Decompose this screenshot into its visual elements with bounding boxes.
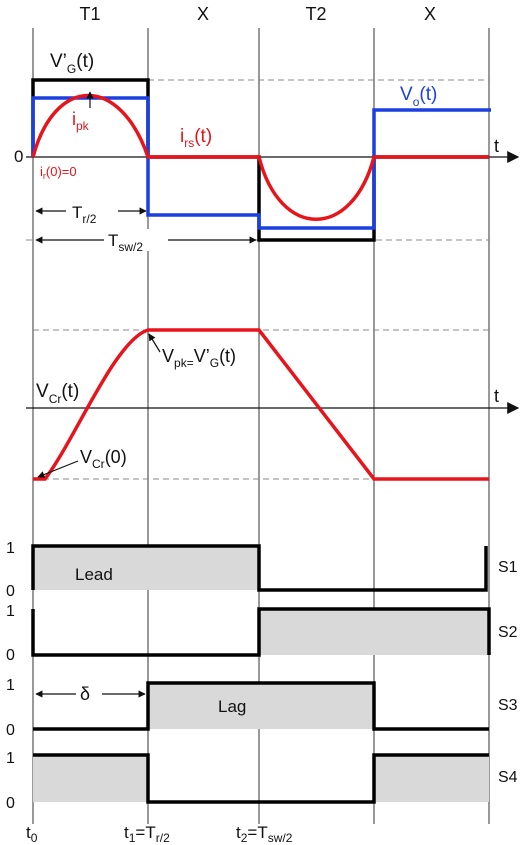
- interval-label: T2: [305, 4, 326, 24]
- peak-voltage-label: Vpk=V’G(t): [162, 346, 236, 370]
- initial-capacitor-voltage-pointer: [37, 460, 79, 478]
- switch-s4-panel: 1 0 S4: [6, 750, 518, 812]
- switch-s1-panel: 1 0 S1 Lead: [6, 540, 518, 600]
- initial-current-label: ir(0)=0: [40, 164, 77, 181]
- switch-s4-low-level: 0: [6, 795, 15, 812]
- switch-s1-label: S1: [498, 559, 518, 576]
- switch-s2-high-region: [259, 609, 489, 655]
- switch-s3-waveform: [33, 681, 489, 731]
- switch-s3-high-level: 1: [6, 677, 15, 694]
- peak-current-label: ipk: [72, 109, 90, 133]
- middle-panel: t VCr(t) Vpk=V’G(t) VCr(0): [26, 328, 520, 481]
- top-panel: t 0 V’G(t) Vo(t) ipk irs(t) ir(0)=0 Tr/2…: [14, 51, 520, 254]
- resonant-current-label: irs(t): [180, 126, 212, 150]
- switching-half-period-label: Tsw/2: [108, 231, 143, 254]
- switch-s2-high-level: 1: [6, 603, 15, 620]
- switch-s3-phase-label: Lag: [218, 697, 246, 716]
- switching-half-period-label-bg: [104, 229, 168, 251]
- time-label-t1: t1=Tr/2: [124, 823, 170, 845]
- resonant-half-period-label-bg: [66, 200, 118, 222]
- switch-s4-label: S4: [498, 769, 518, 786]
- switch-s3-panel: 1 0 S3 Lag δ: [6, 677, 518, 739]
- top-axis-t-label: t: [494, 136, 499, 156]
- switch-s1-high-region: [33, 546, 259, 590]
- switch-s2-panel: 1 0 S2: [6, 603, 518, 664]
- switch-s1-phase-label: Lead: [75, 565, 113, 584]
- interval-label: X: [424, 4, 436, 24]
- phase-shift-label-bg: [76, 682, 102, 704]
- middle-axis-t-label: t: [494, 386, 499, 406]
- resonant-half-period-label: Tr/2: [72, 203, 97, 226]
- switch-s3-high-region: [148, 683, 374, 729]
- switch-s2-label: S2: [498, 624, 518, 641]
- switch-s1-low-level: 0: [6, 583, 15, 600]
- switch-s3-label: S3: [498, 697, 518, 714]
- output-voltage-label: Vo(t): [400, 84, 437, 109]
- time-label-t2: t2=Tsw/2: [236, 823, 293, 845]
- time-labels: t0 t1=Tr/2 t2=Tsw/2: [26, 823, 293, 845]
- switch-s2-low-level: 0: [6, 647, 15, 664]
- interval-labels: T1 X T2 X: [79, 4, 436, 24]
- switch-s4-high-level: 1: [6, 750, 15, 767]
- switch-s4-high-region-b: [374, 755, 489, 802]
- capacitor-voltage-label: VCr(t): [36, 381, 79, 406]
- phase-shift-label: δ: [80, 684, 90, 704]
- time-label-t0: t0: [26, 823, 38, 845]
- gate-voltage-label: V’G(t): [50, 51, 94, 76]
- switch-s4-high-region-a: [33, 755, 148, 802]
- switch-s1-high-level: 1: [6, 540, 15, 557]
- switch-s2-waveform: [31, 607, 491, 657]
- switch-s4-waveform: [33, 753, 489, 804]
- interval-label: X: [197, 4, 209, 24]
- interval-label: T1: [79, 4, 100, 24]
- switch-s1-waveform: [31, 544, 488, 592]
- peak-voltage-pointer: [148, 333, 161, 353]
- capacitor-voltage-waveform: [33, 328, 489, 481]
- resonant-current-waveform: [31, 93, 489, 221]
- top-axis-zero-label: 0: [14, 147, 23, 166]
- initial-capacitor-voltage-label: VCr(0): [80, 447, 127, 471]
- switch-s3-low-level: 0: [6, 722, 15, 739]
